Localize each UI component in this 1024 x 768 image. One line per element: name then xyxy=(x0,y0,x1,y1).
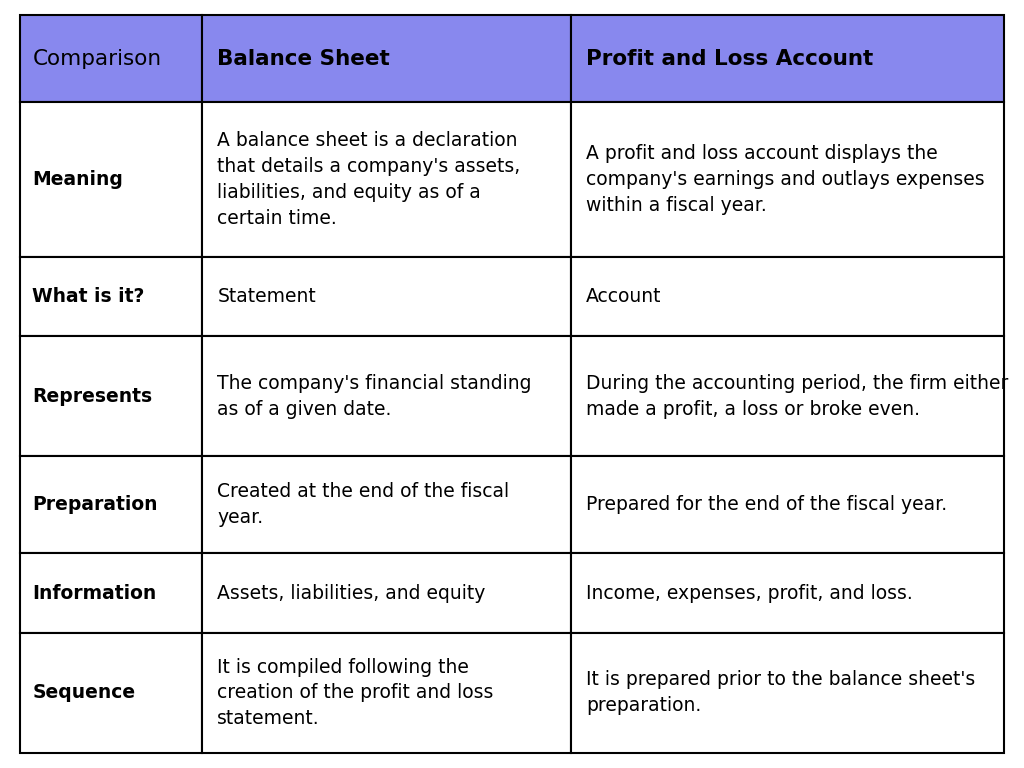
Text: During the accounting period, the firm either
made a profit, a loss or broke eve: During the accounting period, the firm e… xyxy=(586,374,1009,419)
Text: Created at the end of the fiscal
year.: Created at the end of the fiscal year. xyxy=(217,482,510,527)
Bar xyxy=(203,15,571,102)
Bar xyxy=(20,15,203,102)
Bar xyxy=(571,257,1004,336)
Text: Comparison: Comparison xyxy=(33,49,162,69)
Bar xyxy=(571,336,1004,456)
Text: Sequence: Sequence xyxy=(33,684,135,702)
Bar xyxy=(20,257,203,336)
Text: Assets, liabilities, and equity: Assets, liabilities, and equity xyxy=(217,584,485,603)
Bar xyxy=(203,553,571,633)
Bar xyxy=(571,553,1004,633)
Bar xyxy=(203,102,571,257)
Bar xyxy=(571,633,1004,753)
Bar xyxy=(571,102,1004,257)
Text: Account: Account xyxy=(586,287,662,306)
Text: It is compiled following the
creation of the profit and loss
statement.: It is compiled following the creation of… xyxy=(217,657,494,728)
Text: Income, expenses, profit, and loss.: Income, expenses, profit, and loss. xyxy=(586,584,912,603)
Text: What is it?: What is it? xyxy=(33,287,144,306)
Bar xyxy=(203,633,571,753)
Bar xyxy=(203,336,571,456)
Text: Balance Sheet: Balance Sheet xyxy=(217,49,390,69)
Bar xyxy=(203,456,571,553)
Text: Preparation: Preparation xyxy=(33,495,158,514)
Text: A profit and loss account displays the
company's earnings and outlays expenses
w: A profit and loss account displays the c… xyxy=(586,144,985,215)
Text: Meaning: Meaning xyxy=(33,170,123,189)
Text: Profit and Loss Account: Profit and Loss Account xyxy=(586,49,873,69)
Bar xyxy=(20,633,203,753)
Text: It is prepared prior to the balance sheet's
preparation.: It is prepared prior to the balance shee… xyxy=(586,670,975,715)
Text: Prepared for the end of the fiscal year.: Prepared for the end of the fiscal year. xyxy=(586,495,947,514)
Text: Information: Information xyxy=(33,584,157,603)
Text: The company's financial standing
as of a given date.: The company's financial standing as of a… xyxy=(217,374,531,419)
Bar xyxy=(20,102,203,257)
Bar xyxy=(20,336,203,456)
Text: Represents: Represents xyxy=(33,387,153,406)
Bar xyxy=(203,257,571,336)
Bar xyxy=(571,15,1004,102)
Text: Statement: Statement xyxy=(217,287,316,306)
Bar xyxy=(20,553,203,633)
Bar xyxy=(20,456,203,553)
Bar xyxy=(571,456,1004,553)
Text: A balance sheet is a declaration
that details a company's assets,
liabilities, a: A balance sheet is a declaration that de… xyxy=(217,131,520,227)
